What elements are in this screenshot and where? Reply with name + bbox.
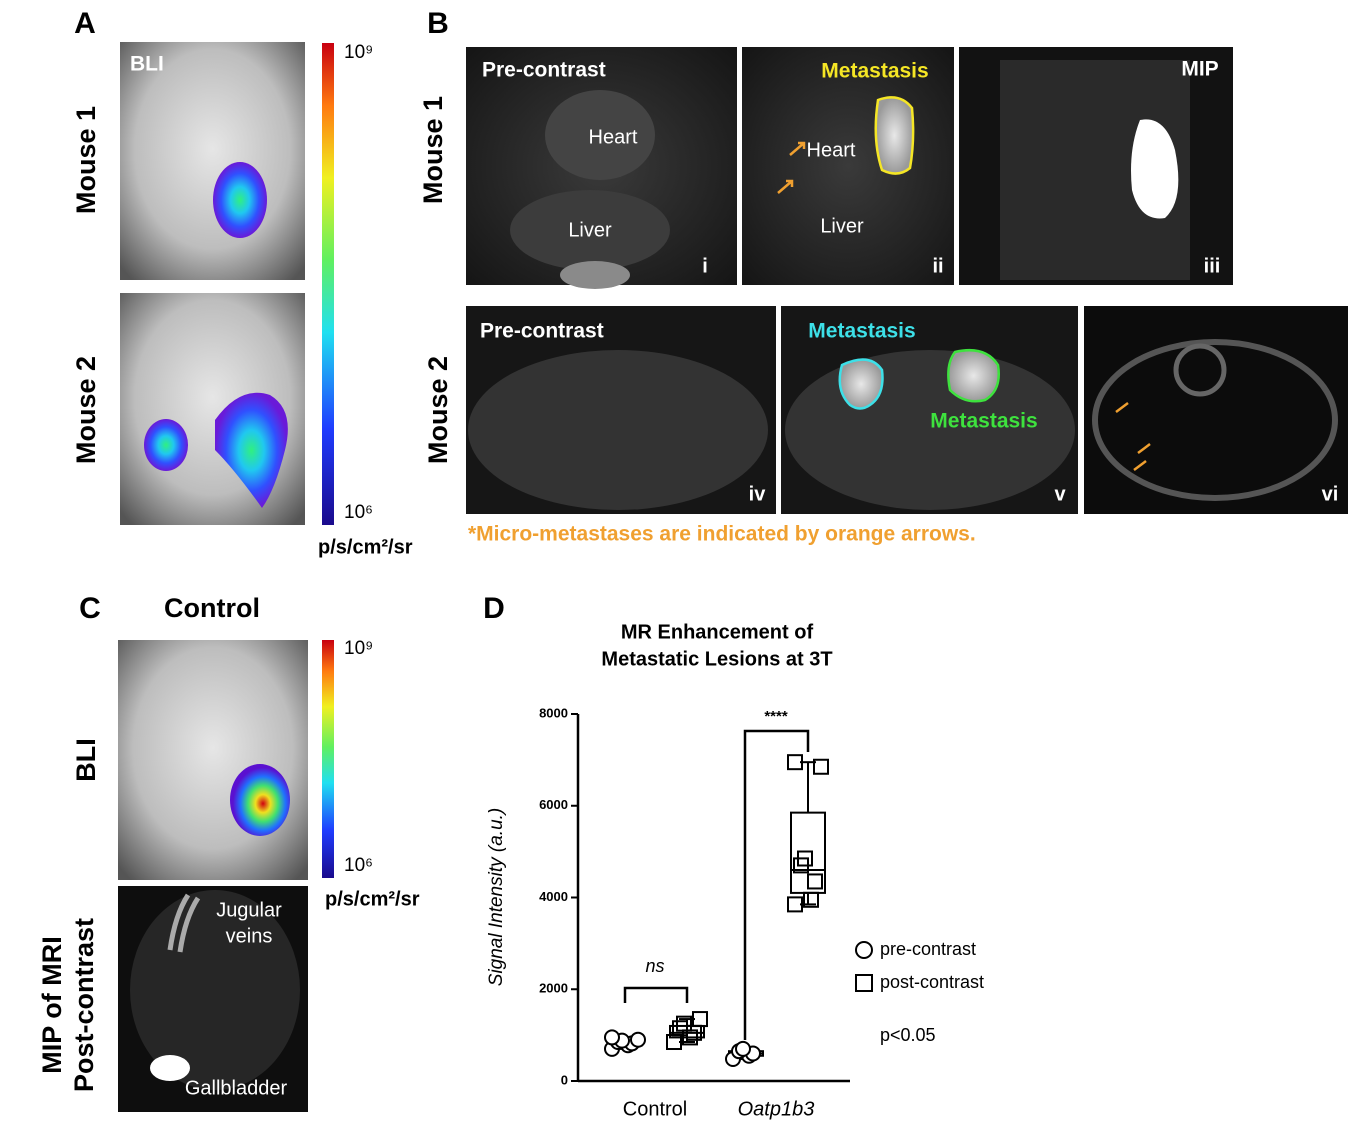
mri-image [742,47,954,285]
image-number: ii [932,255,943,277]
mri-image [781,306,1078,514]
y-tick-label: 2000 [539,981,568,996]
data-point [803,891,819,908]
data-point [672,1020,688,1037]
legend-label: pre-contrast [880,939,976,959]
data-point [630,1031,646,1048]
image-tag: Pre-contrast [480,320,604,343]
image-tag: BLI [130,53,164,76]
colorbar-unit: p/s/cm²/sr [318,536,413,558]
chart-title: MR Enhancement of [621,621,814,643]
colorbar [322,43,334,525]
colorbar-max: 10⁹ [344,638,373,659]
row-label: Mouse 1 [418,96,448,204]
y-tick-label: 0 [561,1072,568,1087]
data-point [676,1015,692,1032]
y-tick-label: 8000 [539,705,568,720]
image-tag: MIP [1181,58,1218,81]
lesion-tag: Metastasis [930,410,1037,433]
colorbar-min: 10⁶ [344,502,373,523]
y-axis-label: Signal Intensity (a.u.) [486,808,507,986]
row-label: BLI [71,738,101,782]
anatomy-label: Jugular [216,899,282,921]
bracket [743,729,810,1040]
data-point [604,1029,620,1046]
significance: **** [764,708,788,725]
image-number: v [1054,483,1066,505]
data-point [797,850,813,867]
colorbar [322,640,334,878]
colorbar-min: 10⁶ [344,855,373,876]
legend-marker [855,941,873,959]
data-point [735,1040,751,1057]
anatomy-label: Heart [807,139,856,161]
lesion-tag: Metastasis [821,60,928,83]
lesion-tag: Metastasis [808,320,915,343]
anatomy-label: Liver [820,215,864,237]
p-value-note: p<0.05 [880,1025,936,1045]
row-label: Mouse 2 [71,356,101,464]
panel-title: Control [164,593,260,623]
data-point [807,873,823,890]
mri-image [118,886,308,1112]
significance: ns [645,956,664,976]
image-tag: Pre-contrast [482,59,606,82]
image-number: vi [1322,483,1339,505]
legend-label: post-contrast [880,972,984,992]
mri-image [466,47,737,289]
panel-label: D [483,592,505,625]
data-point [787,896,803,913]
row-label: Post-contrast [69,918,99,1092]
anatomy-label: veins [226,925,273,947]
image-number: i [702,255,708,277]
bracket [623,986,689,1003]
panel-label: A [74,7,96,40]
bli-image [120,42,305,280]
image-number: iii [1204,255,1221,277]
colorbar-max: 10⁹ [344,42,373,63]
row-label: Mouse 1 [71,106,101,214]
image-number: iv [749,483,767,505]
x-tick-label: Oatp1b3 [738,1098,815,1120]
anatomy-label: Gallbladder [185,1077,288,1099]
colorbar-unit: p/s/cm²/sr [325,888,420,910]
data-point [813,758,829,775]
y-tick-label: 4000 [539,889,568,904]
mri-image [466,306,776,514]
panel-label: B [427,7,449,40]
y-tick-label: 6000 [539,797,568,812]
mri-image [1084,306,1348,514]
row-label: MIP of MRI [37,936,67,1074]
anatomy-label: Liver [568,219,612,241]
data-point [692,1011,708,1028]
anatomy-label: Heart [589,126,638,148]
x-tick-label: Control [623,1098,687,1120]
bli-image [120,293,305,525]
row-label: Mouse 2 [423,356,453,464]
data-point [787,754,803,771]
box-chart: 0 2000 4000 6000 8000 Control Oatp1b3 pre-contr… [539,705,984,1120]
panel-label: C [79,592,101,625]
legend-marker [855,974,873,992]
bli-image [118,640,308,880]
chart-title: Metastatic Lesions at 3T [601,648,832,670]
figure-note: *Micro-metastases are indicated by orang… [468,523,976,546]
mri-image [959,47,1233,285]
